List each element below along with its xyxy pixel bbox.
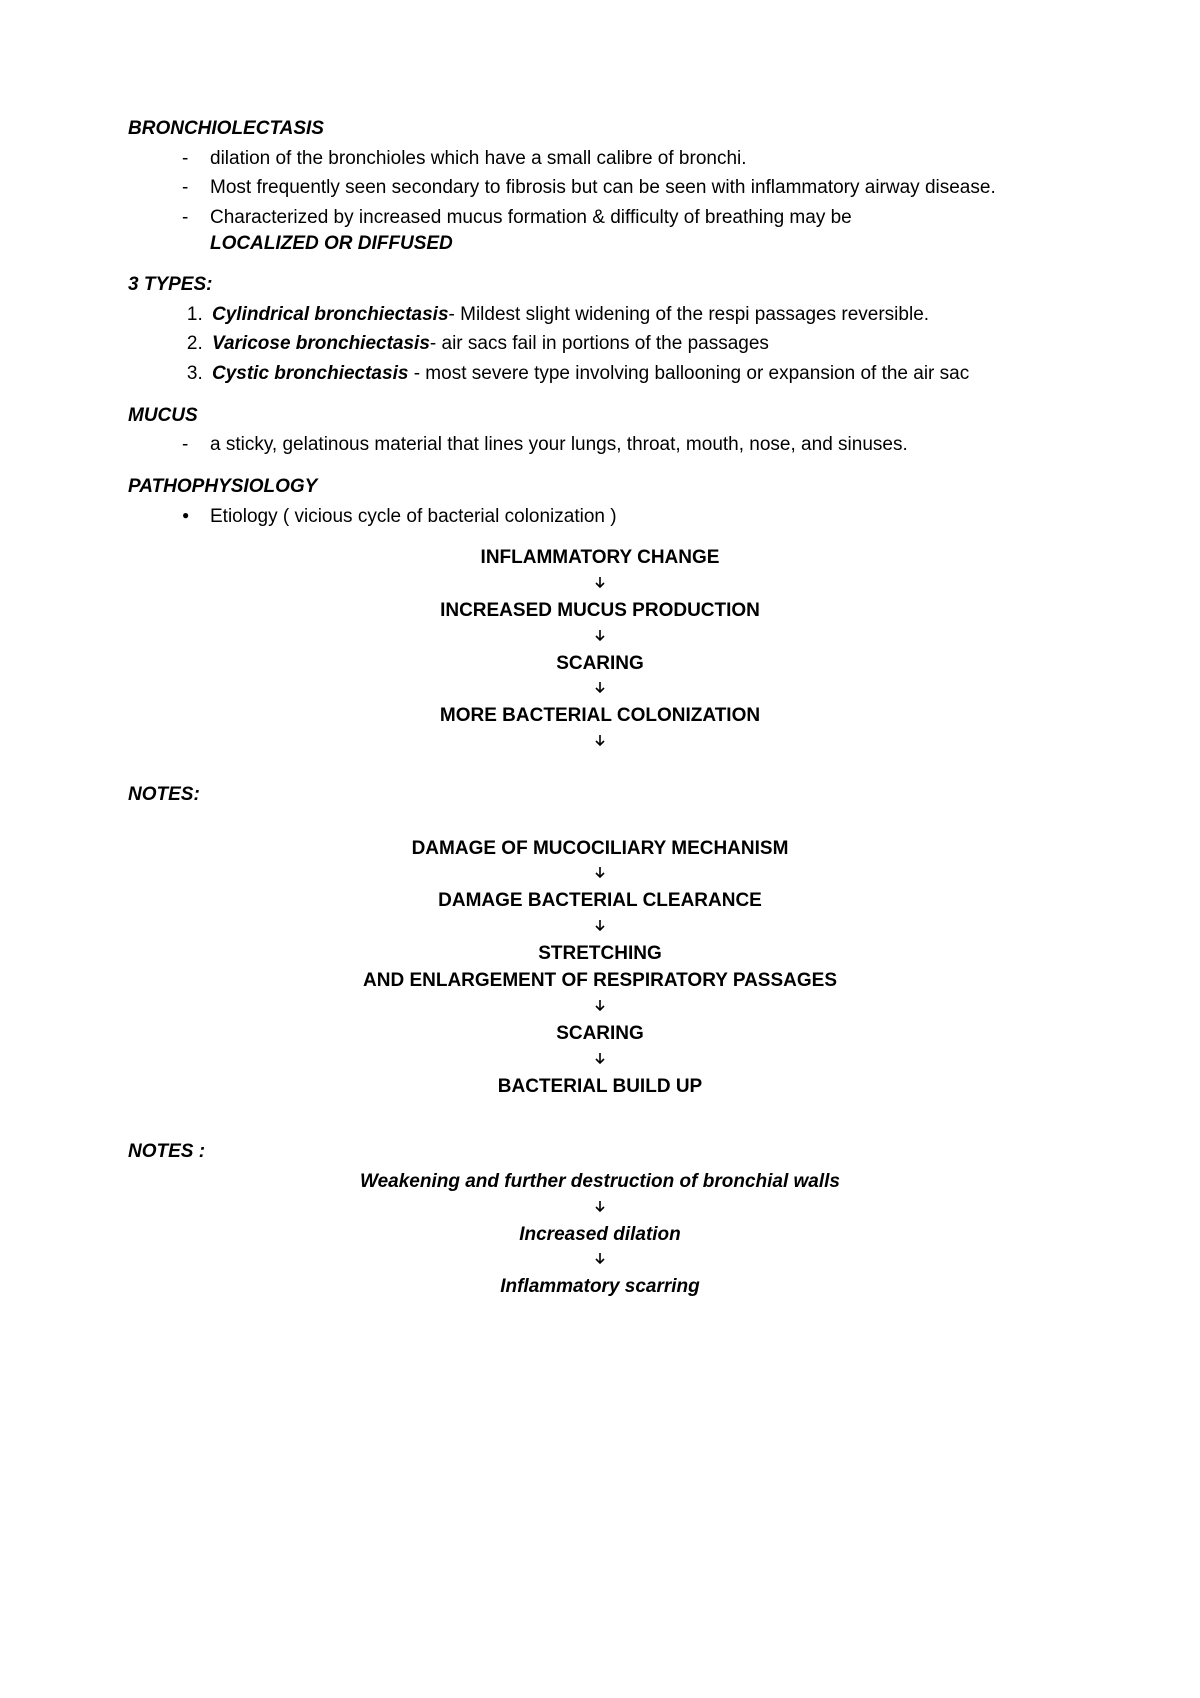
down-arrow-icon: [128, 733, 1072, 752]
type-2: Varicose bronchiectasis- air sacs fail i…: [208, 331, 1072, 357]
intro-bullet-3-bold: LOCALIZED OR DIFFUSED: [210, 233, 453, 254]
mucus-list: a sticky, gelatinous material that lines…: [128, 432, 1072, 458]
flowchart-1: INFLAMMATORY CHANGE INCREASED MUCUS PROD…: [128, 545, 1072, 752]
flow2-step-4: SCARING: [128, 1021, 1072, 1047]
heading-pathophysiology: PATHOPHYSIOLOGY: [128, 474, 1072, 500]
flow3-step-1: Weakening and further destruction of bro…: [128, 1169, 1072, 1195]
intro-bullet-3-prefix: Characterized by increased mucus formati…: [210, 207, 852, 228]
intro-bullet-1: dilation of the bronchioles which have a…: [182, 146, 1072, 172]
intro-bullet-3: Characterized by increased mucus formati…: [182, 205, 1072, 256]
flow1-step-2: INCREASED MUCUS PRODUCTION: [128, 598, 1072, 624]
flow1-step-4: MORE BACTERIAL COLONIZATION: [128, 703, 1072, 729]
down-arrow-icon: [128, 628, 1072, 647]
type-2-name: Varicose bronchiectasis: [212, 333, 430, 354]
flow2-step-5: BACTERIAL BUILD UP: [128, 1074, 1072, 1100]
heading-mucus: MUCUS: [128, 403, 1072, 429]
down-arrow-icon: [128, 680, 1072, 699]
type-3-desc: - most severe type involving ballooning …: [414, 363, 970, 384]
flow2-step-3b: AND ENLARGEMENT OF RESPIRATORY PASSAGES: [128, 968, 1072, 994]
flow2-step-1: DAMAGE OF MUCOCILIARY MECHANISM: [128, 836, 1072, 862]
intro-bullets: dilation of the bronchioles which have a…: [128, 146, 1072, 257]
type-3-name: Cystic bronchiectasis: [212, 363, 414, 384]
mucus-item: a sticky, gelatinous material that lines…: [182, 432, 1072, 458]
flow1-step-3: SCARING: [128, 651, 1072, 677]
flowchart-2: DAMAGE OF MUCOCILIARY MECHANISM DAMAGE B…: [128, 836, 1072, 1100]
title-bronchiolectasis: BRONCHIOLECTASIS: [128, 116, 1072, 142]
flow3-step-2: Increased dilation: [128, 1222, 1072, 1248]
patho-list: Etiology ( vicious cycle of bacterial co…: [128, 504, 1072, 530]
heading-3-types: 3 TYPES:: [128, 272, 1072, 298]
flow1-step-1: INFLAMMATORY CHANGE: [128, 545, 1072, 571]
patho-item: Etiology ( vicious cycle of bacterial co…: [182, 504, 1072, 530]
flow3-step-3: Inflammatory scarring: [128, 1274, 1072, 1300]
type-3: Cystic bronchiectasis - most severe type…: [208, 361, 1072, 387]
type-1: Cylindrical bronchiectasis- Mildest slig…: [208, 302, 1072, 328]
heading-notes-2: NOTES :: [128, 1139, 1072, 1165]
types-list: Cylindrical bronchiectasis- Mildest slig…: [128, 302, 1072, 387]
flow2-step-3a: STRETCHING: [128, 941, 1072, 967]
heading-notes-1: NOTES:: [128, 782, 1072, 808]
type-1-desc: - Mildest slight widening of the respi p…: [449, 304, 930, 325]
down-arrow-icon: [128, 1199, 1072, 1218]
down-arrow-icon: [128, 1051, 1072, 1070]
down-arrow-icon: [128, 865, 1072, 884]
down-arrow-icon: [128, 918, 1072, 937]
flowchart-3: Weakening and further destruction of bro…: [128, 1169, 1072, 1300]
down-arrow-icon: [128, 998, 1072, 1017]
type-2-desc: - air sacs fail in portions of the passa…: [430, 333, 769, 354]
down-arrow-icon: [128, 1251, 1072, 1270]
down-arrow-icon: [128, 575, 1072, 594]
document-page: BRONCHIOLECTASIS dilation of the bronchi…: [0, 0, 1200, 1698]
flow2-step-2: DAMAGE BACTERIAL CLEARANCE: [128, 888, 1072, 914]
intro-bullet-2: Most frequently seen secondary to fibros…: [182, 175, 1072, 201]
type-1-name: Cylindrical bronchiectasis: [212, 304, 449, 325]
